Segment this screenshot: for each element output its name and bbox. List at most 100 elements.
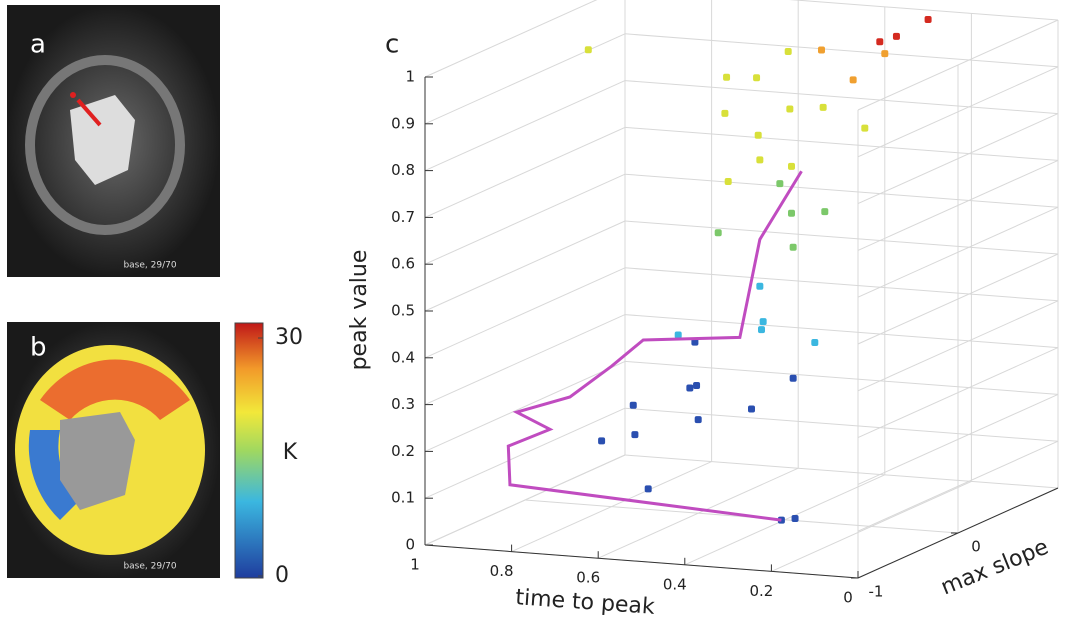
z-tick-label: 0.1 (391, 489, 415, 507)
blood-pool (70, 95, 135, 185)
marker (70, 92, 76, 98)
point (598, 437, 606, 445)
z-tick-label: 0.9 (391, 114, 415, 132)
point (789, 374, 797, 382)
point (691, 338, 699, 346)
point (849, 76, 857, 84)
z-tick-label: 1 (405, 68, 415, 86)
point (644, 485, 652, 493)
point (789, 243, 797, 251)
x-tick-label: 0.2 (749, 582, 773, 600)
x-tick-label: 0.8 (490, 562, 514, 580)
point (758, 326, 765, 334)
panel-a: a base, 29/70 (7, 5, 220, 277)
grid-line (624, 267, 1059, 302)
z-axis-label: peak value (347, 250, 372, 371)
panel-label: a (30, 30, 46, 60)
z-tick-label: 0 (405, 536, 415, 554)
z-tick-label: 0.2 (391, 442, 415, 460)
colorbar-label: K (283, 440, 298, 465)
grid-line (424, 314, 626, 406)
grid-line (624, 173, 1059, 208)
point (784, 48, 792, 55)
grid-line (424, 267, 626, 359)
arrow (76, 98, 102, 127)
grid-line (524, 499, 959, 534)
point (721, 109, 729, 117)
myocardium (25, 55, 185, 235)
grid-line (624, 314, 1059, 349)
point (786, 105, 794, 113)
point (861, 124, 869, 132)
point (876, 38, 884, 46)
grid-line (424, 220, 626, 312)
point (788, 209, 795, 217)
point (631, 431, 639, 439)
trajectory (506, 170, 803, 522)
grid-line (424, 360, 626, 452)
point (686, 384, 694, 392)
point (629, 401, 637, 409)
grid-line (624, 33, 1059, 68)
point (756, 282, 764, 290)
point (821, 208, 829, 216)
x-tick-label: 1 (410, 556, 420, 574)
z-tick-label: 0.5 (391, 302, 415, 320)
x-tick-label: 0.6 (576, 569, 600, 587)
point (791, 515, 799, 523)
z-tick-label: 0.7 (391, 208, 415, 226)
z-tick-label: 0.6 (391, 255, 415, 273)
point (693, 382, 701, 390)
caption: base, 29/70 (123, 562, 176, 572)
point (759, 318, 767, 326)
point (674, 331, 682, 339)
point (753, 74, 761, 82)
point (723, 73, 731, 81)
point (819, 103, 827, 111)
grid-line (624, 360, 1059, 395)
map-high (40, 359, 190, 420)
grid-line (424, 173, 626, 265)
point (818, 46, 825, 54)
y-tick-label: 0 (971, 538, 981, 556)
point (892, 32, 900, 40)
grid-line (424, 407, 626, 499)
point (748, 405, 755, 413)
colorbar-tick-label: 30 (275, 325, 303, 350)
grid-line (424, 33, 626, 125)
grid-line (624, 407, 1059, 442)
y-axis-label: max slope (938, 535, 1053, 601)
y-tick-label: -1 (869, 583, 884, 601)
point (584, 46, 592, 54)
z-tick-label: 0.4 (391, 348, 415, 366)
z-tick-label: 0.8 (391, 161, 415, 179)
point (776, 180, 784, 188)
point (694, 416, 702, 424)
x-axis (424, 544, 859, 579)
grid-line (424, 0, 598, 78)
point (756, 156, 764, 164)
colorbar (234, 322, 264, 579)
z-tick-label: 0.3 (391, 395, 415, 413)
grid-line (624, 126, 1059, 161)
x-tick-label: 0 (843, 589, 853, 607)
colorbar-tick-label: 0 (275, 563, 289, 588)
point (811, 339, 819, 346)
point (724, 177, 732, 185)
point (754, 131, 762, 139)
point (714, 229, 722, 237)
grid-line (624, 80, 1059, 115)
panel-b: b base, 29/70 (7, 322, 220, 578)
point (881, 50, 889, 58)
point (924, 15, 932, 23)
point (788, 162, 795, 170)
blood-pool (60, 412, 135, 510)
caption: base, 29/70 (123, 261, 176, 271)
grid-line (624, 220, 1059, 255)
grid-line (424, 80, 626, 172)
grid-line (788, 0, 1059, 21)
grid-line (624, 454, 1059, 489)
map-low (28, 430, 80, 520)
panel-label: c (385, 30, 399, 60)
grid-line (424, 126, 626, 218)
